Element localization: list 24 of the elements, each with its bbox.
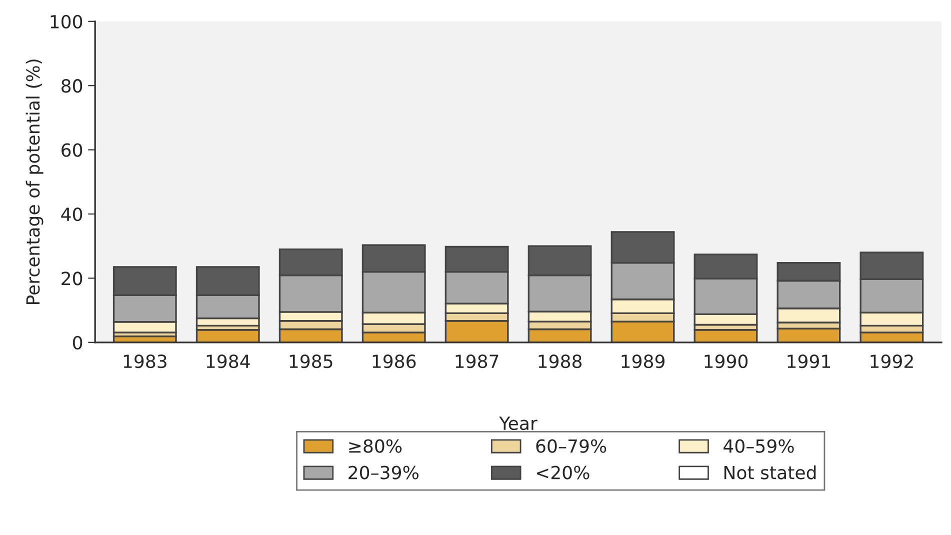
y-tick-label: 100 bbox=[50, 14, 82, 29]
y-tick-label: 40 bbox=[61, 207, 82, 222]
x-tick-label: 1989 bbox=[622, 354, 664, 368]
y-axis-title: Percentage of potential (%) bbox=[26, 60, 44, 304]
x-tick-label: 1992 bbox=[870, 354, 913, 368]
x-tick-label: 1988 bbox=[538, 354, 582, 368]
x-tick-label: 1991 bbox=[788, 354, 830, 368]
legend-label: 60–79% bbox=[536, 439, 606, 453]
legend-label: Not stated bbox=[724, 465, 816, 480]
y-tick-label: 0 bbox=[72, 336, 82, 350]
x-axis-title: Year bbox=[499, 416, 538, 430]
y-tick-label: 60 bbox=[62, 143, 82, 157]
x-tick-label: 1987 bbox=[456, 354, 498, 368]
x-tick-label: 1983 bbox=[124, 354, 166, 368]
legend-label: ≥80% bbox=[349, 439, 402, 453]
x-tick-label: 1986 bbox=[372, 354, 416, 368]
legend-label: <20% bbox=[536, 466, 590, 480]
x-tick-label: 1985 bbox=[290, 354, 332, 368]
y-tick-label: 80 bbox=[62, 79, 82, 93]
y-tick-label: 20 bbox=[62, 272, 82, 286]
x-tick-label: 1984 bbox=[206, 354, 250, 368]
legend-label: 40–59% bbox=[724, 439, 794, 453]
legend-label: 20–39% bbox=[348, 466, 418, 480]
x-tick-label: 1990 bbox=[704, 354, 748, 368]
